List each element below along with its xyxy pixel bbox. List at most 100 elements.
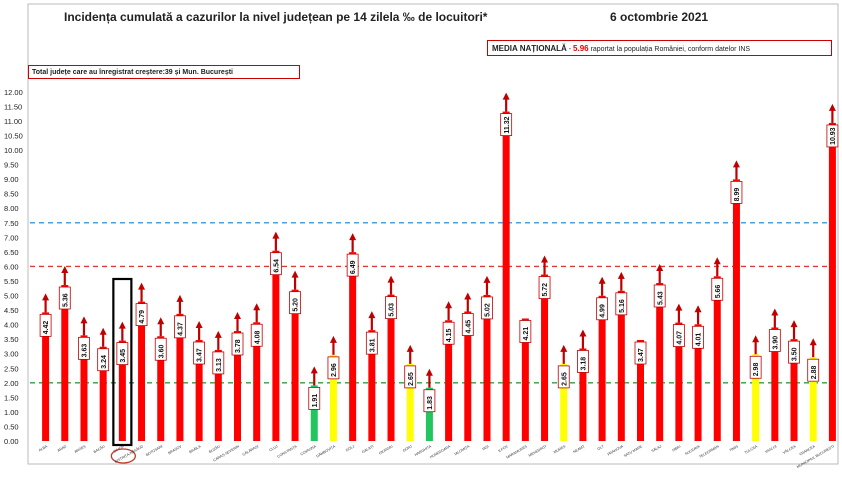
category-label: CĂLĂRAȘI xyxy=(242,444,259,456)
category-label: TIMIȘ xyxy=(729,444,740,453)
value-label: 5.66 xyxy=(715,285,722,299)
category-label: MEHEDINȚI xyxy=(528,444,547,457)
category-label: CONSTANȚA xyxy=(277,444,298,459)
bar xyxy=(329,354,337,441)
bar xyxy=(521,318,529,441)
value-label: 6.54 xyxy=(273,259,280,273)
y-tick-label: 4.00 xyxy=(4,321,19,330)
trend-arrow-head xyxy=(157,317,165,325)
bar xyxy=(771,327,779,441)
trend-arrow-head xyxy=(790,320,798,328)
category-label: ARAD xyxy=(57,444,68,453)
bar xyxy=(138,301,146,441)
value-label: 3.24 xyxy=(101,355,108,369)
y-tick-label: 3.50 xyxy=(4,335,19,344)
value-label-box xyxy=(385,296,397,320)
trend-arrow-head xyxy=(214,330,222,338)
value-label: 5.36 xyxy=(62,293,69,307)
value-label-box xyxy=(692,325,704,349)
value-label-box xyxy=(193,341,206,365)
bar xyxy=(368,330,376,441)
category-label: TULCEA xyxy=(744,444,759,455)
trend-arrow-head xyxy=(464,292,472,300)
value-label-box xyxy=(346,253,359,277)
value-label: 6.49 xyxy=(350,260,357,274)
value-label-box xyxy=(557,365,570,389)
y-tick-label: 10.00 xyxy=(4,146,23,155)
value-label-box xyxy=(461,313,474,336)
bar xyxy=(713,276,721,441)
bar xyxy=(617,290,625,441)
category-label: TELEORMAN xyxy=(698,444,720,459)
trend-arrow-head xyxy=(118,321,126,329)
y-tick-label: 4.50 xyxy=(4,306,19,315)
value-label: 4.07 xyxy=(676,331,683,345)
trend-arrow-head xyxy=(176,294,184,302)
bar xyxy=(42,312,50,441)
value-label-box xyxy=(404,365,417,389)
y-tick-label: 1.50 xyxy=(4,393,19,402)
bar xyxy=(752,354,760,441)
bar xyxy=(425,387,433,441)
highlight-box xyxy=(112,277,133,447)
bar xyxy=(176,313,184,441)
value-label: 8.99 xyxy=(734,188,741,202)
category-label: ARGEȘ xyxy=(74,444,87,454)
category-label: MARAMUREȘ xyxy=(506,444,529,459)
trend-arrow-head xyxy=(310,366,318,374)
value-label: 3.78 xyxy=(235,339,242,353)
y-tick-label: 9.00 xyxy=(4,175,19,184)
value-label-box xyxy=(212,351,225,375)
trend-arrow-head xyxy=(694,305,702,313)
value-label: 3.18 xyxy=(581,357,588,371)
value-label-box xyxy=(135,303,148,327)
bar xyxy=(61,285,69,441)
value-label-box xyxy=(826,124,839,148)
y-tick-label: 7.00 xyxy=(4,233,19,242)
category-label: DÂMBOVIȚA xyxy=(316,444,337,458)
trend-arrow-head xyxy=(329,335,337,343)
bar xyxy=(234,331,241,441)
y-tick-label: 6.50 xyxy=(4,248,19,257)
value-label: 3.81 xyxy=(369,338,376,352)
trend-arrow-head xyxy=(502,92,510,100)
bar xyxy=(272,250,280,441)
bar xyxy=(732,179,740,442)
highlight-circle xyxy=(110,448,137,464)
trend-arrow-head xyxy=(138,282,146,290)
trend-arrow-head xyxy=(828,103,836,111)
trend-arrow-head xyxy=(61,266,69,274)
trend-arrow-head xyxy=(253,303,261,311)
trend-arrow-head xyxy=(617,271,625,279)
category-label: BRAȘOV xyxy=(167,444,182,455)
value-label-box xyxy=(788,340,800,364)
value-label-box xyxy=(653,284,666,308)
bar xyxy=(637,340,644,441)
trend-arrow-head xyxy=(541,255,549,263)
trend-arrow-head xyxy=(713,257,721,265)
bar xyxy=(656,282,664,441)
value-label: 3.47 xyxy=(197,348,204,362)
value-label: 1.91 xyxy=(312,394,319,408)
bar xyxy=(349,252,357,441)
value-label-box xyxy=(365,331,378,355)
category-label: VASLUI xyxy=(764,444,777,454)
bar xyxy=(579,348,587,441)
category-label: SIBIU xyxy=(671,444,681,452)
bar xyxy=(310,385,318,441)
category-label: IAȘI xyxy=(482,444,490,451)
value-label-box xyxy=(58,286,71,310)
value-label: 2.65 xyxy=(561,372,568,386)
value-label-box xyxy=(577,350,589,373)
trend-arrow-head xyxy=(291,270,299,278)
value-label: 3.13 xyxy=(216,358,223,372)
value-label: 5.02 xyxy=(485,303,492,317)
trend-arrow-head xyxy=(483,275,491,283)
bar xyxy=(291,289,299,441)
trend-arrow-head xyxy=(752,335,760,343)
y-tick-label: 11.00 xyxy=(4,117,22,126)
value-label: 2.88 xyxy=(811,365,818,379)
y-tick-label: 12.00 xyxy=(4,88,23,97)
y-tick-label: 0.50 xyxy=(4,422,19,431)
